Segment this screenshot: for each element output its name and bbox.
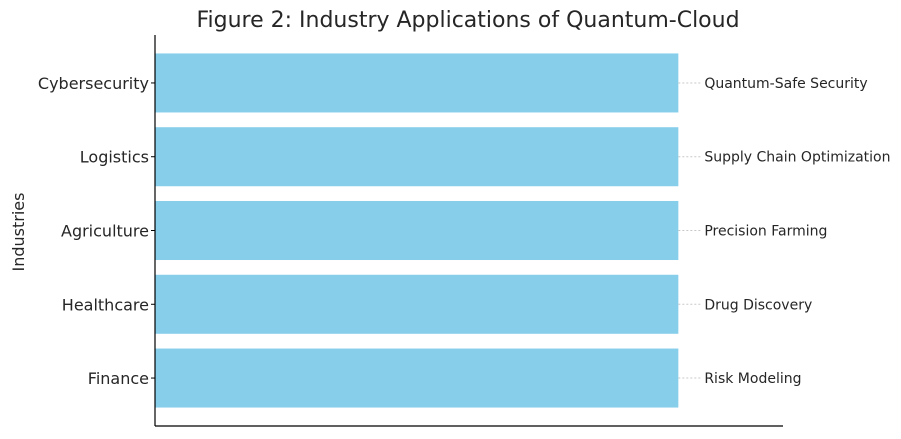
bars-layer: [155, 53, 679, 408]
annotation-cybersecurity: Quantum-Safe Security: [704, 76, 867, 92]
annotation-logistics: Supply Chain Optimization: [704, 150, 890, 166]
connectors-layer: [678, 82, 701, 379]
bar-cybersecurity: [155, 53, 679, 113]
y-tick-label-cybersecurity: Cybersecurity: [38, 74, 149, 93]
y-axis-label: Industries: [9, 193, 28, 272]
y-tick-label-logistics: Logistics: [80, 148, 149, 167]
bar-agriculture: [155, 200, 679, 261]
annotation-finance: Risk Modeling: [704, 371, 801, 387]
bar-finance: [155, 348, 679, 408]
y-tick-label-agriculture: Agriculture: [61, 222, 149, 241]
annotations-layer: Risk Modeling Drug Discovery Precision Far…: [704, 76, 890, 387]
chart-title: Figure 2: Industry Applications of Quant…: [196, 8, 739, 33]
bar-healthcare: [155, 274, 679, 334]
y-tick-label-finance: Finance: [88, 369, 149, 388]
annotation-healthcare: Drug Discovery: [704, 297, 812, 313]
annotation-agriculture: Precision Farming: [704, 224, 827, 240]
bar-logistics: [155, 127, 679, 187]
y-tick-label-healthcare: Healthcare: [62, 295, 149, 314]
ticks-layer: Finance Healthcare Agriculture Logistics Cyb…: [38, 74, 155, 388]
